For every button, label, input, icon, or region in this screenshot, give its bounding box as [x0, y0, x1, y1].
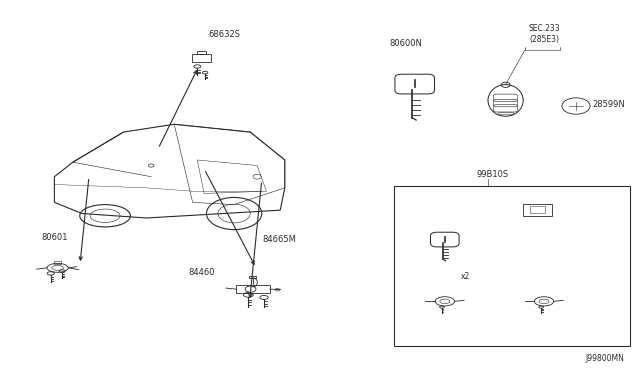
Bar [192, 54, 211, 62]
Bar [197, 51, 206, 54]
Bar [394, 186, 630, 346]
Text: x2: x2 [461, 272, 470, 280]
Text: J99800MN: J99800MN [585, 354, 624, 363]
Bar [54, 261, 61, 264]
Text: 28599N: 28599N [592, 100, 625, 109]
Text: 68632S: 68632S [208, 30, 240, 39]
Bar [249, 276, 257, 278]
Text: 80601: 80601 [42, 232, 68, 241]
Bar [236, 285, 270, 293]
Bar [498, 112, 513, 114]
Text: 99B10S: 99B10S [476, 170, 509, 179]
Text: SEC.233
(285E3): SEC.233 (285E3) [528, 24, 560, 44]
Text: 84665M: 84665M [262, 235, 296, 244]
Bar [524, 204, 552, 215]
Bar [529, 206, 545, 213]
Text: 80600N: 80600N [389, 39, 422, 48]
Text: 84460: 84460 [189, 268, 215, 277]
